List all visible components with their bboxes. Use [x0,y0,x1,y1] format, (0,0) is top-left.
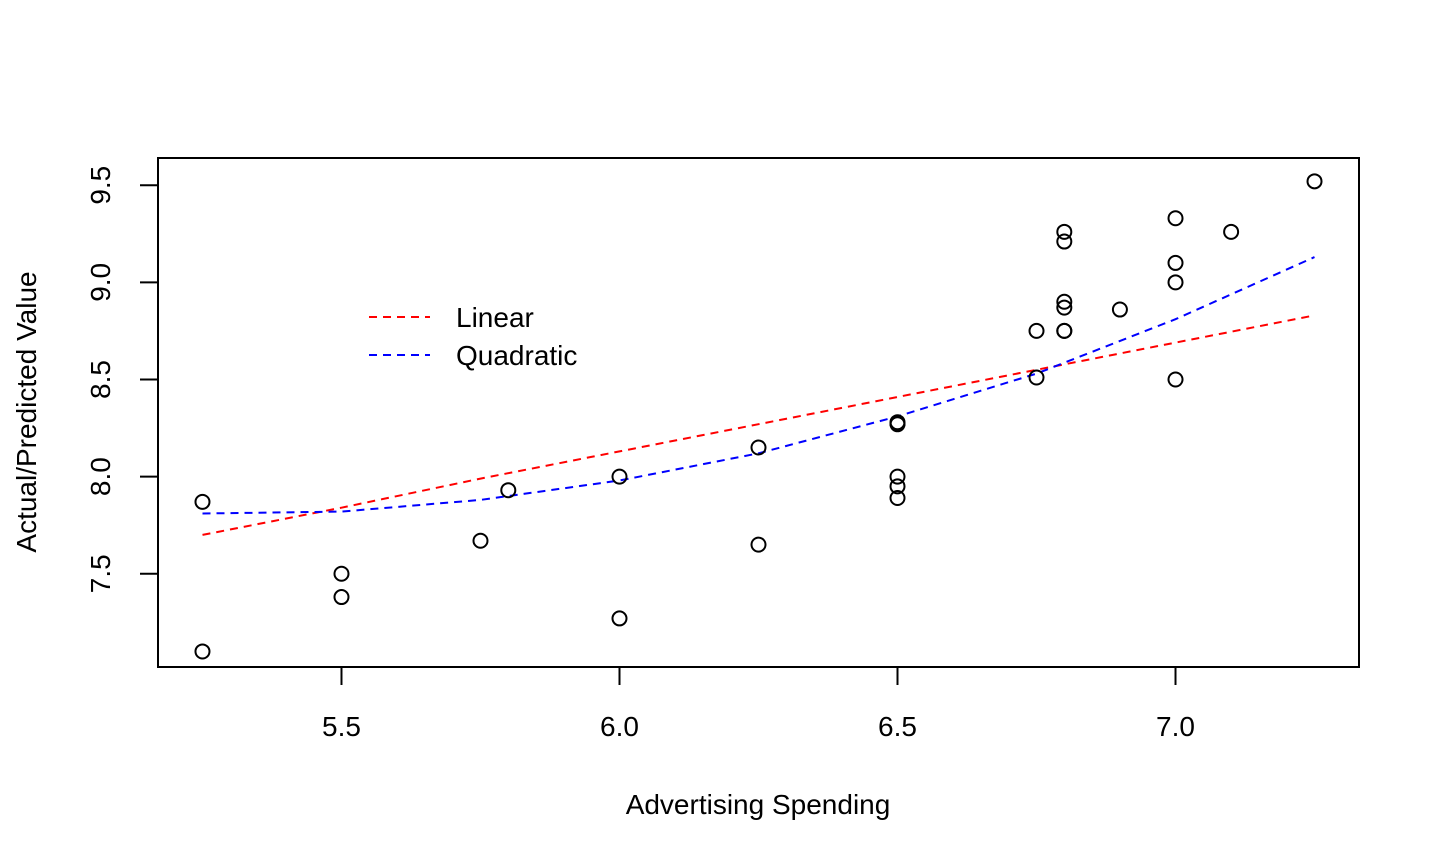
data-point [889,478,906,495]
data-point [1056,293,1073,310]
x-tick-label: 7.0 [1156,711,1195,742]
data-point [1167,210,1184,227]
x-tick-label: 5.5 [322,711,361,742]
y-tick-label: 8.5 [85,360,116,399]
data-point [194,493,211,510]
data-point [500,482,517,499]
data-point [194,643,211,660]
y-tick-label: 7.5 [85,554,116,593]
y-tick-label: 9.0 [85,263,116,302]
x-tick-label: 6.5 [878,711,917,742]
x-tick-label: 6.0 [600,711,639,742]
data-point [472,532,489,549]
data-point [333,589,350,606]
x-axis-label: Advertising Spending [626,789,891,820]
x-axis: 5.5 6.0 6.5 7.0 [322,667,1195,742]
data-point [1028,322,1045,339]
data-point [611,468,628,485]
data-point [750,536,767,553]
legend-label-quadratic: Quadratic [456,340,577,371]
data-point [1167,274,1184,291]
data-point [1056,299,1073,316]
data-point [1223,223,1240,240]
series-line-quadratic [202,256,1315,515]
series-lines [202,256,1315,536]
data-point [1028,369,1045,386]
data-point [1056,223,1073,240]
series-line-linear [202,314,1315,536]
data-point [611,610,628,627]
data-point [889,489,906,506]
data-point [1111,301,1128,318]
y-axis-label: Actual/Predicted Value [11,271,42,552]
legend-label-linear: Linear [456,302,534,333]
data-point [750,439,767,456]
data-point [889,416,906,433]
y-axis: 7.5 8.0 8.5 9.0 9.5 [85,166,158,593]
legend: Linear Quadratic [369,302,577,371]
data-point [1167,371,1184,388]
y-tick-label: 9.5 [85,166,116,205]
y-tick-label: 8.0 [85,457,116,496]
data-point [1056,233,1073,250]
data-point [1167,254,1184,271]
data-point [889,468,906,485]
points [194,173,1323,660]
data-point [1056,322,1073,339]
plot-frame [157,157,1360,668]
data-point [333,565,350,582]
data-point [1306,173,1323,190]
